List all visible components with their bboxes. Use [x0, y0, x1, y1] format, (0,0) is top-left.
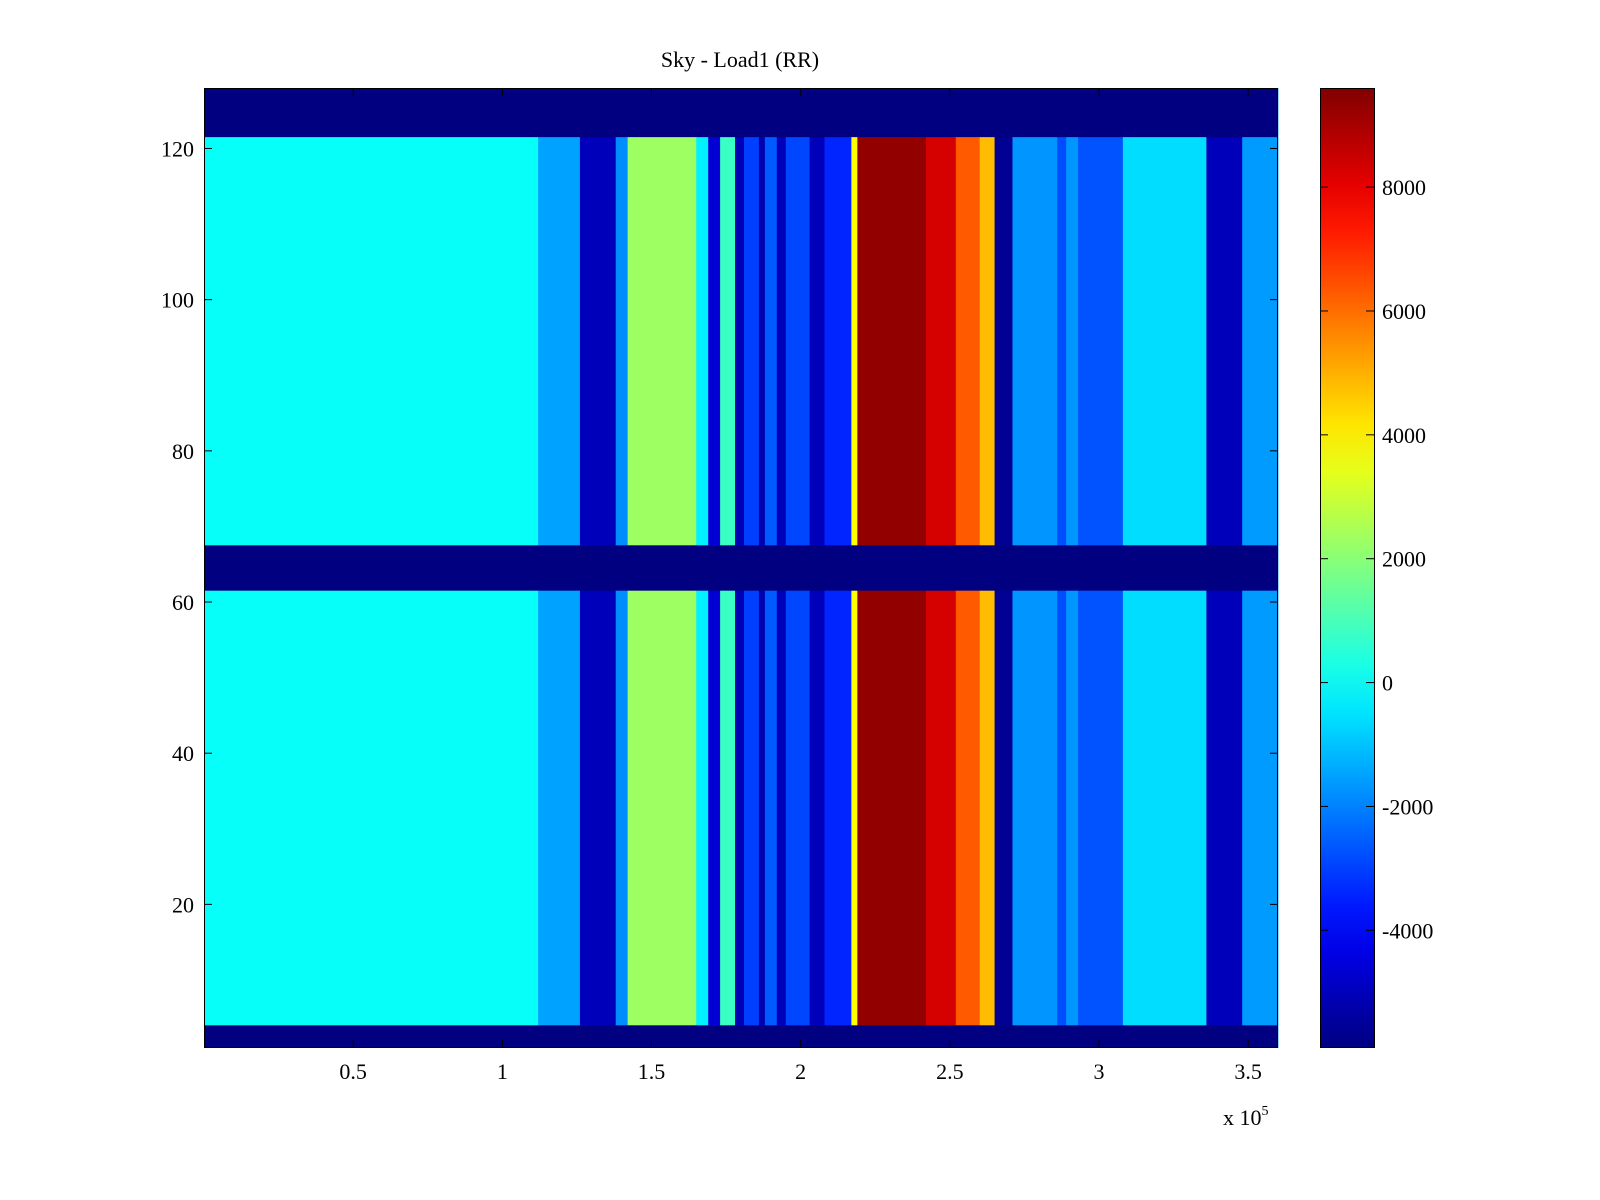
- y-tick-label: 60: [172, 590, 194, 615]
- colorbar-tick-label: -4000: [1382, 918, 1433, 943]
- y-tick-label: 100: [161, 288, 194, 313]
- colorbar-tick-label: -2000: [1382, 794, 1433, 819]
- masked-rows-1: [204, 545, 1278, 591]
- colorbar: -4000 -2000 0 2000 4000 6000 8000: [1320, 88, 1433, 1048]
- y-tick-label: 120: [161, 136, 194, 161]
- x-tick-label: 0.5: [339, 1059, 367, 1084]
- y-axis-ticks: 20 40 60 80 100 120: [161, 136, 1278, 917]
- colorbar-tick-label: 6000: [1382, 299, 1426, 324]
- y-tick-label: 20: [172, 892, 194, 917]
- x-tick-label: 2.5: [936, 1059, 964, 1084]
- masked-rows-2: [204, 88, 1278, 138]
- x-multiplier-exponent: 5: [1262, 1104, 1269, 1119]
- x-tick-label: 3: [1094, 1059, 1105, 1084]
- y-tick-label: 40: [172, 741, 194, 766]
- x-tick-label: 1.5: [638, 1059, 666, 1084]
- x-tick-label: 1: [497, 1059, 508, 1084]
- heatmap-cells: [204, 88, 1279, 1048]
- colorbar-tick-label: 4000: [1382, 423, 1426, 448]
- plot-area: 0.5 1 1.5 2 2.5 3 3.5 20 40 60 80 100 120: [161, 88, 1279, 1084]
- plot-frame: [204, 88, 1278, 1048]
- y-tick-label: 80: [172, 439, 194, 464]
- masked-rows-0: [204, 1025, 1278, 1048]
- x-tick-label: 2: [795, 1059, 806, 1084]
- colorbar-tick-label: 2000: [1382, 547, 1426, 572]
- colorbar-gradient: [1320, 88, 1374, 1048]
- x-multiplier-label: x 105: [1223, 1104, 1269, 1130]
- colorbar-tick-label: 8000: [1382, 175, 1426, 200]
- x-axis-ticks: 0.5 1 1.5 2 2.5 3 3.5: [339, 88, 1262, 1084]
- colorbar-ticks: -4000 -2000 0 2000 4000 6000 8000: [1320, 175, 1433, 943]
- x-tick-label: 3.5: [1234, 1059, 1262, 1084]
- x-multiplier-base: x 10: [1223, 1105, 1262, 1130]
- colorbar-frame: [1320, 88, 1375, 1048]
- colorbar-tick-label: 0: [1382, 671, 1393, 696]
- chart-title: Sky - Load1 (RR): [661, 47, 819, 72]
